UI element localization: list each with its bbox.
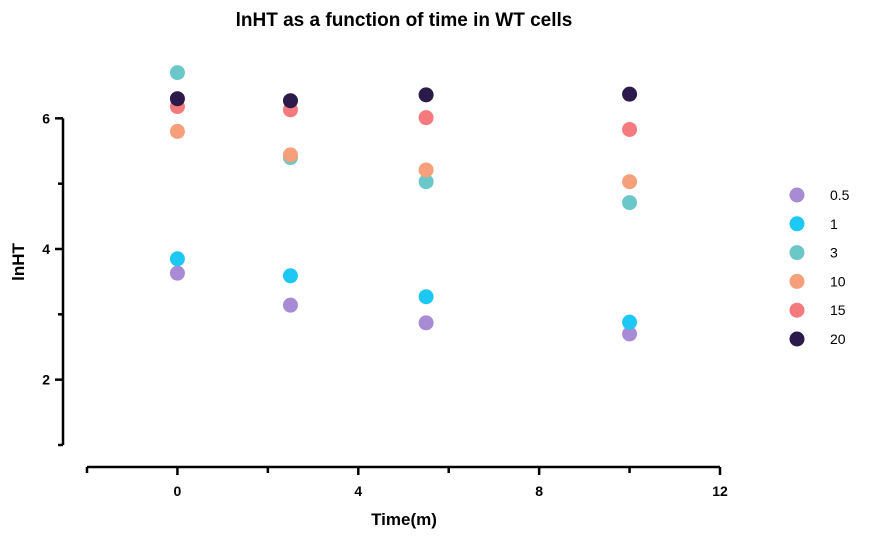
data-point (622, 326, 638, 342)
legend-marker (789, 187, 805, 203)
legend-item: 20 (789, 331, 846, 347)
legend-marker (789, 273, 805, 289)
legend-item: 3 (789, 245, 838, 261)
data-point (418, 87, 434, 103)
data-point (282, 268, 298, 284)
data-point (282, 297, 298, 313)
data-points (169, 65, 638, 342)
x-axis-label: Time(m) (371, 510, 437, 529)
y-axis: 2 4 6 (42, 110, 65, 447)
data-point (622, 86, 638, 102)
data-point (169, 123, 185, 139)
legend-label: 10 (830, 273, 846, 289)
data-point (169, 265, 185, 281)
y-tick-label: 6 (42, 110, 50, 126)
y-tick-label: 2 (42, 372, 50, 388)
legend-marker (789, 302, 805, 318)
legend-label: 15 (830, 302, 846, 318)
legend-item: 1 (789, 216, 838, 232)
chart-title: lnHT as a function of time in WT cells (236, 10, 573, 31)
data-point (418, 110, 434, 126)
legend-label: 3 (830, 245, 838, 261)
series-10 (169, 123, 638, 190)
x-tick-label: 12 (712, 483, 728, 499)
data-point (622, 195, 638, 211)
legend: 0.5 1 3 10 15 20 (789, 187, 850, 347)
y-axis-label: lnHT (9, 243, 28, 281)
data-point (418, 289, 434, 305)
series-15 (169, 99, 638, 137)
data-point (282, 147, 298, 163)
legend-marker (789, 245, 805, 261)
data-point (169, 65, 185, 81)
data-point (622, 174, 638, 190)
data-point (418, 315, 434, 331)
data-point (418, 162, 434, 178)
data-point (282, 93, 298, 109)
x-tick-label: 4 (354, 483, 362, 499)
series-1 (169, 251, 638, 330)
data-point (169, 251, 185, 267)
legend-item: 15 (789, 302, 846, 318)
data-point (169, 91, 185, 107)
legend-item: 0.5 (789, 187, 850, 203)
legend-label: 0.5 (830, 187, 850, 203)
series-3 (169, 65, 638, 211)
legend-marker (789, 216, 805, 232)
x-axis: 0 4 8 12 (85, 465, 728, 499)
x-tick-label: 8 (535, 483, 543, 499)
series-0.5 (169, 265, 638, 342)
legend-label: 1 (830, 216, 838, 232)
data-point (622, 121, 638, 137)
legend-item: 10 (789, 273, 846, 289)
y-tick-label: 4 (42, 241, 50, 257)
legend-label: 20 (830, 331, 846, 347)
data-point (418, 174, 434, 190)
series-20 (169, 86, 638, 109)
x-tick-label: 0 (174, 483, 182, 499)
legend-marker (789, 331, 805, 347)
data-point (622, 314, 638, 330)
